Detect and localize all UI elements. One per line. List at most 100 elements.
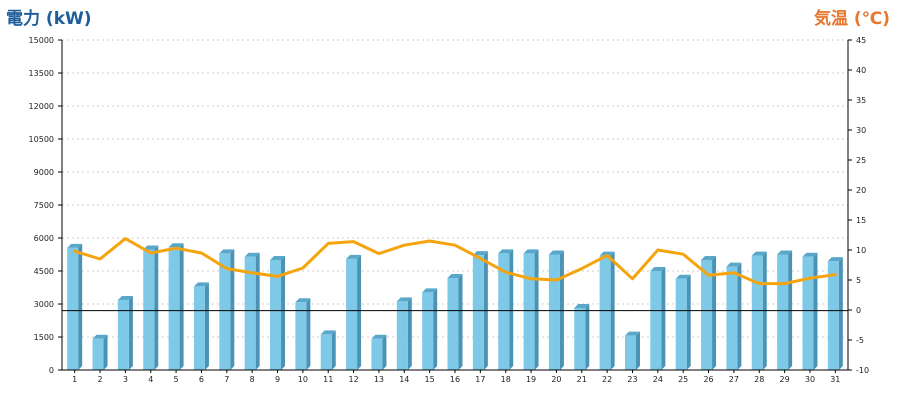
bar bbox=[396, 297, 412, 370]
bar-side bbox=[838, 257, 843, 370]
x-tick-labels: 1 2 3 4 5 6 7 8 9 10 11 12 13 14 15 16 17 18 19 20 21 22 23 24 2… bbox=[72, 370, 840, 384]
right-tick-label: 45 bbox=[856, 36, 866, 45]
bar-front bbox=[624, 335, 636, 370]
x-tick-label: 20 bbox=[551, 375, 561, 384]
bar-series bbox=[67, 243, 843, 370]
bar-front bbox=[574, 307, 586, 370]
bar bbox=[701, 256, 717, 370]
x-tick-label: 15 bbox=[425, 375, 435, 384]
bar-front bbox=[219, 253, 231, 370]
bar bbox=[422, 288, 438, 370]
bar-front bbox=[168, 247, 180, 370]
bar bbox=[143, 245, 159, 370]
bar-top bbox=[574, 303, 590, 308]
bar-front bbox=[802, 256, 814, 370]
bar-top bbox=[270, 256, 286, 260]
bar bbox=[371, 334, 387, 370]
bar-top bbox=[320, 330, 336, 335]
x-tick-label: 11 bbox=[323, 375, 333, 384]
left-tick-label: 9000 bbox=[34, 168, 54, 177]
right-tick-label: 35 bbox=[856, 96, 866, 105]
bar-front bbox=[117, 300, 129, 370]
bar-front bbox=[777, 254, 789, 370]
bar-top bbox=[447, 274, 463, 279]
right-tick-label: 10 bbox=[856, 246, 866, 255]
temperature-line-series bbox=[73, 237, 837, 286]
bar-top bbox=[92, 334, 108, 339]
right-tick-label: 40 bbox=[856, 66, 866, 75]
bar bbox=[498, 249, 514, 370]
bar bbox=[270, 256, 286, 370]
bar-side bbox=[78, 243, 83, 370]
bar-front bbox=[472, 255, 484, 370]
left-tick-label: 1500 bbox=[34, 333, 54, 342]
right-tick-label: 20 bbox=[856, 186, 866, 195]
bar-top bbox=[548, 250, 564, 255]
x-tick-label: 9 bbox=[275, 375, 280, 384]
bar bbox=[67, 243, 83, 370]
x-tick-label: 5 bbox=[174, 375, 179, 384]
bar bbox=[295, 298, 311, 370]
bar-front bbox=[675, 278, 687, 370]
bar bbox=[320, 330, 336, 370]
bar-front bbox=[371, 338, 383, 370]
bar-top bbox=[219, 249, 235, 254]
bar-front bbox=[701, 260, 713, 370]
bar-front bbox=[726, 266, 738, 370]
bar bbox=[523, 249, 539, 370]
x-tick-label: 6 bbox=[199, 375, 204, 384]
bar-top bbox=[777, 250, 793, 255]
bar-side bbox=[534, 249, 539, 370]
bar-top bbox=[802, 252, 818, 257]
bar-front bbox=[599, 255, 611, 370]
x-tick-label: 30 bbox=[805, 375, 815, 384]
bar-side bbox=[407, 297, 412, 370]
bar bbox=[827, 257, 843, 370]
right-tick-label: 25 bbox=[856, 156, 866, 165]
bar-front bbox=[498, 253, 510, 370]
bar-top bbox=[675, 274, 691, 279]
bar-front bbox=[92, 338, 104, 370]
bar-front bbox=[827, 261, 839, 370]
x-tick-label: 19 bbox=[526, 375, 536, 384]
bar-side bbox=[331, 330, 336, 370]
bar-top bbox=[67, 243, 83, 248]
x-tick-label: 10 bbox=[298, 375, 308, 384]
bar-side bbox=[306, 298, 311, 370]
bar-front bbox=[295, 302, 307, 370]
x-tick-label: 26 bbox=[703, 375, 713, 384]
left-tick-label: 0 bbox=[49, 366, 54, 375]
x-tick-label: 13 bbox=[374, 375, 384, 384]
bar-side bbox=[179, 243, 184, 370]
right-tick-labels: -10 -5 0 5 10 15 20 25 30 35 40 45 bbox=[848, 36, 869, 375]
bar-top bbox=[396, 297, 412, 302]
x-tick-label: 23 bbox=[627, 375, 637, 384]
bar bbox=[574, 303, 590, 370]
x-tick-label: 14 bbox=[399, 375, 409, 384]
right-tick-label: -10 bbox=[856, 366, 869, 375]
left-tick-label: 6000 bbox=[34, 234, 54, 243]
x-tick-label: 25 bbox=[678, 375, 688, 384]
bar-side bbox=[813, 252, 818, 370]
bar-top bbox=[498, 249, 514, 254]
bar-front bbox=[422, 292, 434, 370]
left-tick-label: 10500 bbox=[29, 135, 54, 144]
bar-top bbox=[624, 331, 640, 336]
x-tick-label: 4 bbox=[148, 375, 153, 384]
x-tick-label: 1 bbox=[72, 375, 77, 384]
bar-top bbox=[193, 282, 209, 287]
bar-side bbox=[635, 331, 640, 370]
bar bbox=[802, 252, 818, 370]
bar-top bbox=[599, 251, 615, 256]
bar-top bbox=[523, 249, 539, 254]
bar-side bbox=[281, 256, 286, 370]
left-tick-label: 15000 bbox=[29, 36, 54, 45]
bar-side bbox=[154, 245, 159, 370]
x-tick-label: 21 bbox=[577, 375, 587, 384]
bar bbox=[168, 243, 184, 370]
right-tick-label: 5 bbox=[856, 276, 861, 285]
bar-side bbox=[204, 282, 209, 370]
bar bbox=[650, 267, 666, 370]
bar-side bbox=[585, 303, 590, 370]
